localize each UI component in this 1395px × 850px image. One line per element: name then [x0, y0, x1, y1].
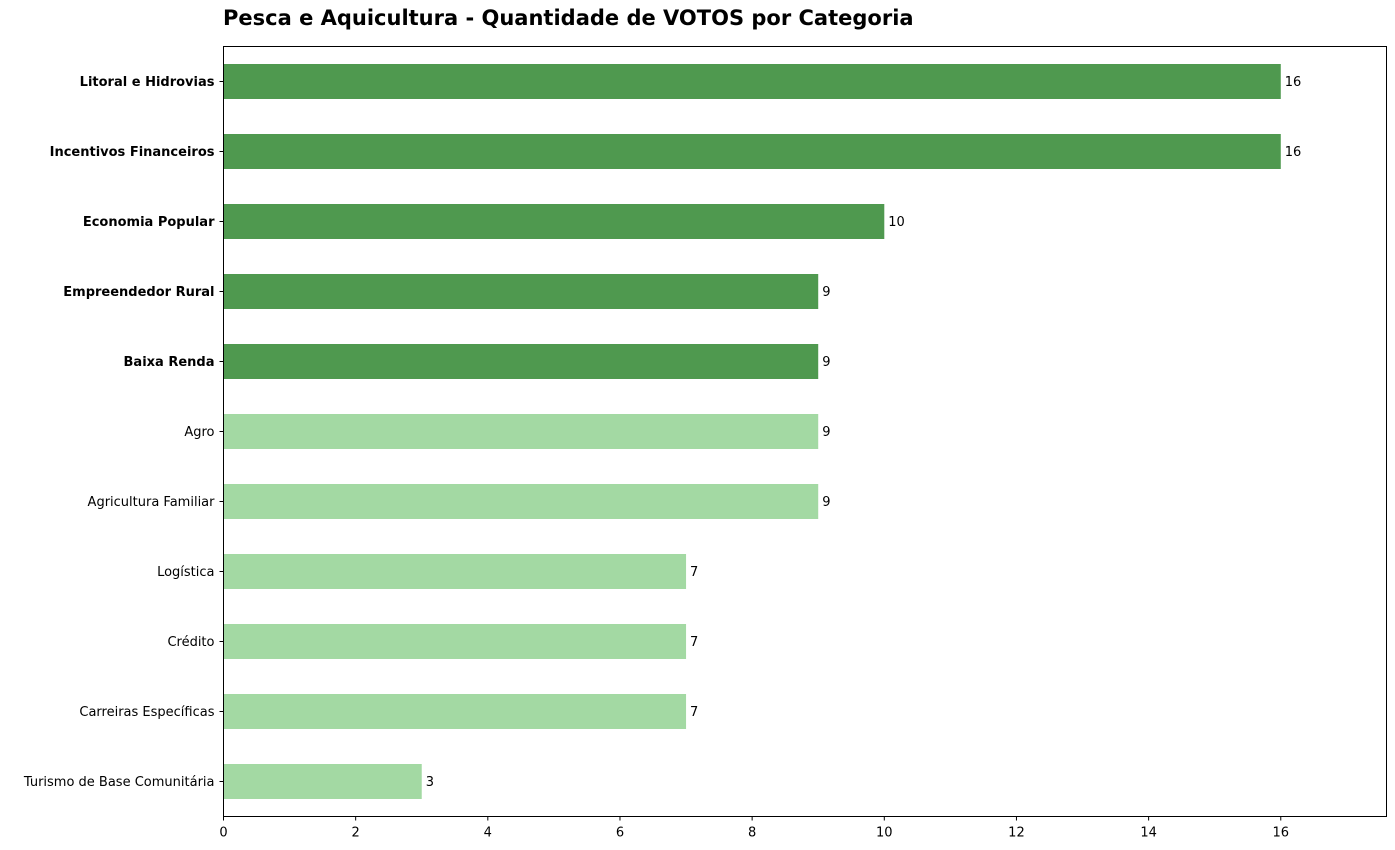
- bar: [223, 624, 687, 659]
- value-labels-layer: 16 16 10 9 9 9 9 7 7 7 3: [426, 75, 1302, 790]
- bar-value-label: 7: [690, 635, 698, 650]
- bar-value-label: 16: [1285, 145, 1302, 160]
- bar-value-label: 3: [426, 775, 434, 790]
- bar: [223, 64, 1281, 99]
- bar: [223, 204, 885, 239]
- bar: [223, 554, 687, 589]
- category-label: Carreiras Específicas: [79, 705, 214, 720]
- category-label: Agro: [184, 425, 214, 440]
- category-label: Agricultura Familiar: [88, 495, 216, 510]
- bar-value-label: 7: [690, 565, 698, 580]
- plot-frame: [223, 46, 1387, 817]
- bars-layer: [223, 64, 1281, 799]
- bar: [223, 694, 687, 729]
- category-label: Crédito: [167, 635, 214, 650]
- category-labels-layer: Litoral e Hidrovias Incentivos Financeiro…: [23, 75, 224, 790]
- category-label: Logística: [157, 565, 214, 580]
- bar: [223, 134, 1281, 169]
- bar: [223, 484, 819, 519]
- category-label: Baixa Renda: [124, 355, 215, 370]
- category-label: Turismo de Base Comunitária: [23, 775, 215, 790]
- x-tick-label: 16: [1272, 826, 1289, 841]
- bar: [223, 274, 819, 309]
- x-tick-label: 0: [219, 826, 227, 841]
- x-axis-ticks: 0 2 4 6 8 10 12 14 16: [219, 816, 1289, 841]
- chart-title: Pesca e Aquicultura - Quantidade de VOTO…: [223, 6, 914, 30]
- x-tick-label: 2: [352, 826, 360, 841]
- category-label: Litoral e Hidrovias: [80, 75, 215, 90]
- x-tick-label: 14: [1140, 826, 1157, 841]
- category-label: Empreendedor Rural: [63, 285, 214, 300]
- category-label: Economia Popular: [83, 215, 215, 230]
- x-tick-label: 6: [616, 826, 624, 841]
- bar-value-label: 9: [822, 425, 830, 440]
- bar-value-label: 9: [822, 355, 830, 370]
- bar-value-label: 16: [1285, 75, 1302, 90]
- bar-value-label: 10: [888, 215, 905, 230]
- bar: [223, 344, 819, 379]
- x-tick-label: 4: [484, 826, 492, 841]
- bar-value-label: 9: [822, 285, 830, 300]
- category-label: Incentivos Financeiros: [50, 145, 215, 160]
- bar: [223, 764, 422, 799]
- bar-value-label: 7: [690, 705, 698, 720]
- x-tick-label: 10: [876, 826, 893, 841]
- x-tick-label: 8: [748, 826, 756, 841]
- x-tick-label: 12: [1008, 826, 1025, 841]
- bar-value-label: 9: [822, 495, 830, 510]
- bar: [223, 414, 819, 449]
